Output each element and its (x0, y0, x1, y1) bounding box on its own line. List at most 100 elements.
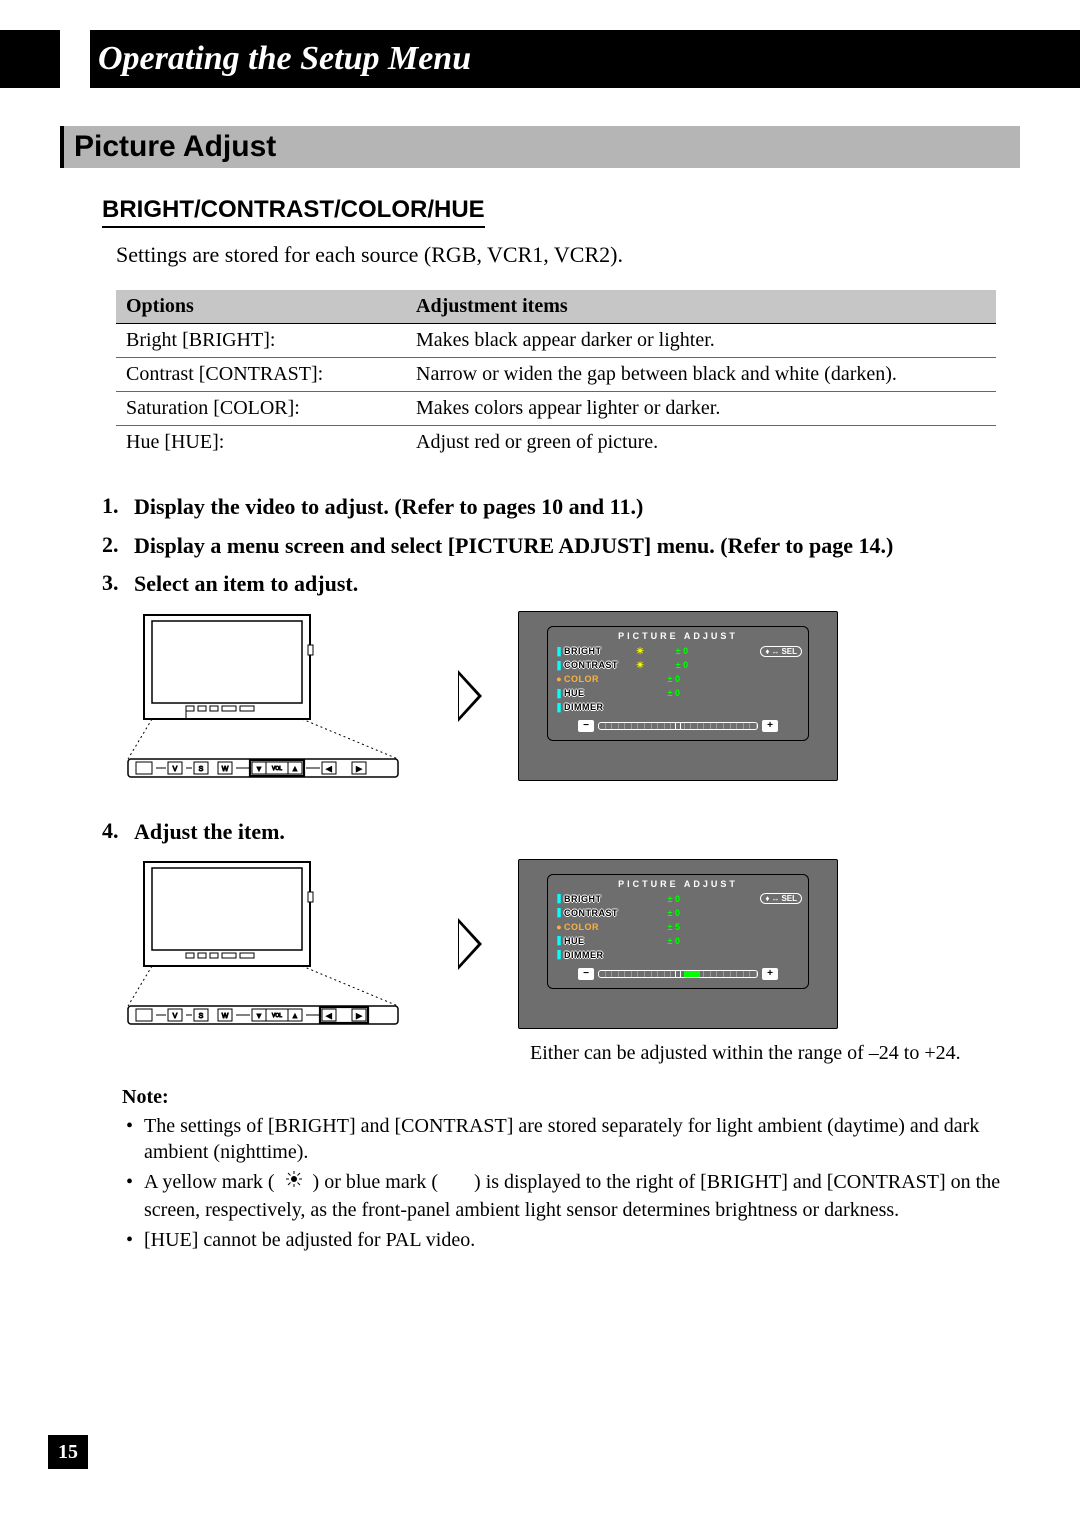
cell-desc: Makes black appear darker or lighter. (406, 324, 996, 358)
step-text: Adjust the item. (134, 818, 1020, 847)
osd-row-bright: ❚ BRIGHT ☀ ± 0 ♦↔SEL (554, 644, 802, 658)
caret-icon (458, 918, 482, 970)
svg-text:▼: ▼ (256, 766, 263, 773)
osd-title: PICTURE ADJUST (554, 631, 802, 641)
diagram-row-2: V S W ▼ VOL ▲ ◀ ▶ PICTURE ADJUST (122, 856, 1020, 1031)
page-title: Operating the Setup Menu (98, 40, 471, 78)
osd-label: COLOR (564, 922, 636, 932)
step-3: 3. Select an item to adjust. (102, 570, 1020, 599)
note-title: Note: (122, 1086, 1020, 1109)
osd-row-contrast: ❚ CONTRAST ± 0 (554, 906, 802, 920)
sel-badge: ♦↔SEL (760, 893, 802, 904)
cursor-icon: ❚ (554, 646, 564, 657)
caret-icon (458, 670, 482, 722)
svg-text:▲: ▲ (292, 1013, 299, 1020)
sel-badge: ♦↔SEL (760, 646, 802, 657)
step-text: Display the video to adjust. (Refer to p… (134, 493, 1020, 522)
section-bar: Picture Adjust (60, 126, 1020, 168)
svg-text:W: W (222, 766, 229, 773)
osd-title: PICTURE ADJUST (554, 879, 802, 889)
page-number: 15 (48, 1435, 88, 1469)
step-num: 4. (102, 818, 134, 847)
osd-panel-2: PICTURE ADJUST ❚ BRIGHT ± 0 ♦↔SEL ❚ CONT… (518, 859, 838, 1029)
osd-row-bright: ❚ BRIGHT ± 0 ♦↔SEL (554, 892, 802, 906)
steps-list-2: 4. Adjust the item. (102, 818, 1020, 847)
osd-row-dimmer: ❚ DIMMER (554, 700, 802, 714)
note-item: The settings of [BRIGHT] and [CONTRAST] … (126, 1113, 1020, 1165)
osd-panel-1: PICTURE ADJUST ❚ BRIGHT ☀ ± 0 ♦↔SEL ❚ CO… (518, 611, 838, 781)
cell-opt: Bright [BRIGHT]: (116, 324, 406, 358)
svg-text:V: V (173, 766, 178, 773)
osd-slider: − + (554, 968, 802, 980)
osd-label: HUE (564, 688, 636, 698)
moon-icon (448, 1169, 464, 1195)
monitor-diagram: V S W ▼ VOL ▲ ◀ ▶ (122, 856, 402, 1031)
osd-label: HUE (564, 936, 636, 946)
note-block: Note: The settings of [BRIGHT] and [CONT… (122, 1086, 1020, 1252)
osd-row-color: ● COLOR ± 5 (554, 920, 802, 934)
th-adjustment: Adjustment items (406, 290, 996, 324)
svg-text:S: S (199, 1013, 204, 1020)
section-title: Picture Adjust (74, 130, 1010, 164)
step-num: 1. (102, 493, 134, 522)
cell-opt: Contrast [CONTRAST]: (116, 358, 406, 392)
note-item: A yellow mark ( ) or blue mark ( ) is di… (126, 1169, 1020, 1222)
table-row: Saturation [COLOR]: Makes colors appear … (116, 392, 996, 426)
th-options: Options (116, 290, 406, 324)
osd-bar (598, 970, 758, 978)
note-text: ) or blue mark ( (313, 1171, 439, 1193)
cell-desc: Narrow or widen the gap between black an… (406, 358, 996, 392)
osd-slider: − + (554, 720, 802, 732)
note-item: [HUE] cannot be adjusted for PAL video. (126, 1227, 1020, 1253)
range-note: Either can be adjusted within the range … (530, 1041, 1020, 1066)
osd-label: COLOR (564, 674, 636, 684)
subsection-underline: BRIGHT/CONTRAST/COLOR/HUE (102, 196, 485, 228)
step-text: Select an item to adjust. (134, 570, 1020, 599)
cell-desc: Adjust red or green of picture. (406, 426, 996, 460)
svg-text:VOL: VOL (272, 1013, 282, 1019)
svg-text:VOL: VOL (272, 766, 282, 772)
osd-label: BRIGHT (564, 646, 636, 656)
osd-label: CONTRAST (564, 908, 636, 918)
svg-text:▲: ▲ (292, 766, 299, 773)
step-num: 3. (102, 570, 134, 599)
svg-text:V: V (173, 1013, 178, 1020)
monitor-diagram: V S W ▼ VOL ▲ ◀ ▶ (122, 609, 402, 784)
subsection-title: BRIGHT/CONTRAST/COLOR/HUE (102, 196, 485, 224)
diagram-row-1: V S W ▼ VOL ▲ ◀ ▶ PICTURE ADJUST (122, 609, 1020, 784)
osd-label: BRIGHT (564, 894, 636, 904)
plus-button: + (762, 720, 778, 732)
osd-row-contrast: ❚ CONTRAST ☀ ± 0 (554, 658, 802, 672)
svg-text:◀: ◀ (326, 1013, 332, 1020)
osd-label: DIMMER (564, 950, 636, 960)
cell-desc: Makes colors appear lighter or darker. (406, 392, 996, 426)
table-row: Bright [BRIGHT]: Makes black appear dark… (116, 324, 996, 358)
svg-text:◀: ◀ (326, 766, 332, 773)
sun-icon (285, 1169, 303, 1195)
minus-button: − (578, 720, 594, 732)
header-divider (60, 30, 90, 88)
plus-button: + (762, 968, 778, 980)
osd-label: DIMMER (564, 702, 636, 712)
table-row: Hue [HUE]: Adjust red or green of pictur… (116, 426, 996, 460)
cell-opt: Hue [HUE]: (116, 426, 406, 460)
options-table: Options Adjustment items Bright [BRIGHT]… (116, 290, 996, 459)
table-row: Contrast [CONTRAST]: Narrow or widen the… (116, 358, 996, 392)
svg-text:S: S (199, 766, 204, 773)
osd-row-dimmer: ❚ DIMMER (554, 948, 802, 962)
minus-button: − (578, 968, 594, 980)
steps-list: 1. Display the video to adjust. (Refer t… (102, 493, 1020, 599)
step-4: 4. Adjust the item. (102, 818, 1020, 847)
step-2: 2. Display a menu screen and select [PIC… (102, 532, 1020, 561)
step-1: 1. Display the video to adjust. (Refer t… (102, 493, 1020, 522)
step-text: Display a menu screen and select [PICTUR… (134, 532, 1020, 561)
osd-label: CONTRAST (564, 660, 636, 670)
svg-text:▼: ▼ (256, 1013, 263, 1020)
svg-text:W: W (222, 1013, 229, 1020)
header-bar: Operating the Setup Menu (0, 30, 1080, 88)
osd-row-color: ● COLOR ± 0 (554, 672, 802, 686)
note-text: A yellow mark ( (144, 1171, 275, 1193)
osd-row-hue: ❚ HUE ± 0 (554, 934, 802, 948)
osd-row-hue: ❚ HUE ± 0 (554, 686, 802, 700)
step-num: 2. (102, 532, 134, 561)
